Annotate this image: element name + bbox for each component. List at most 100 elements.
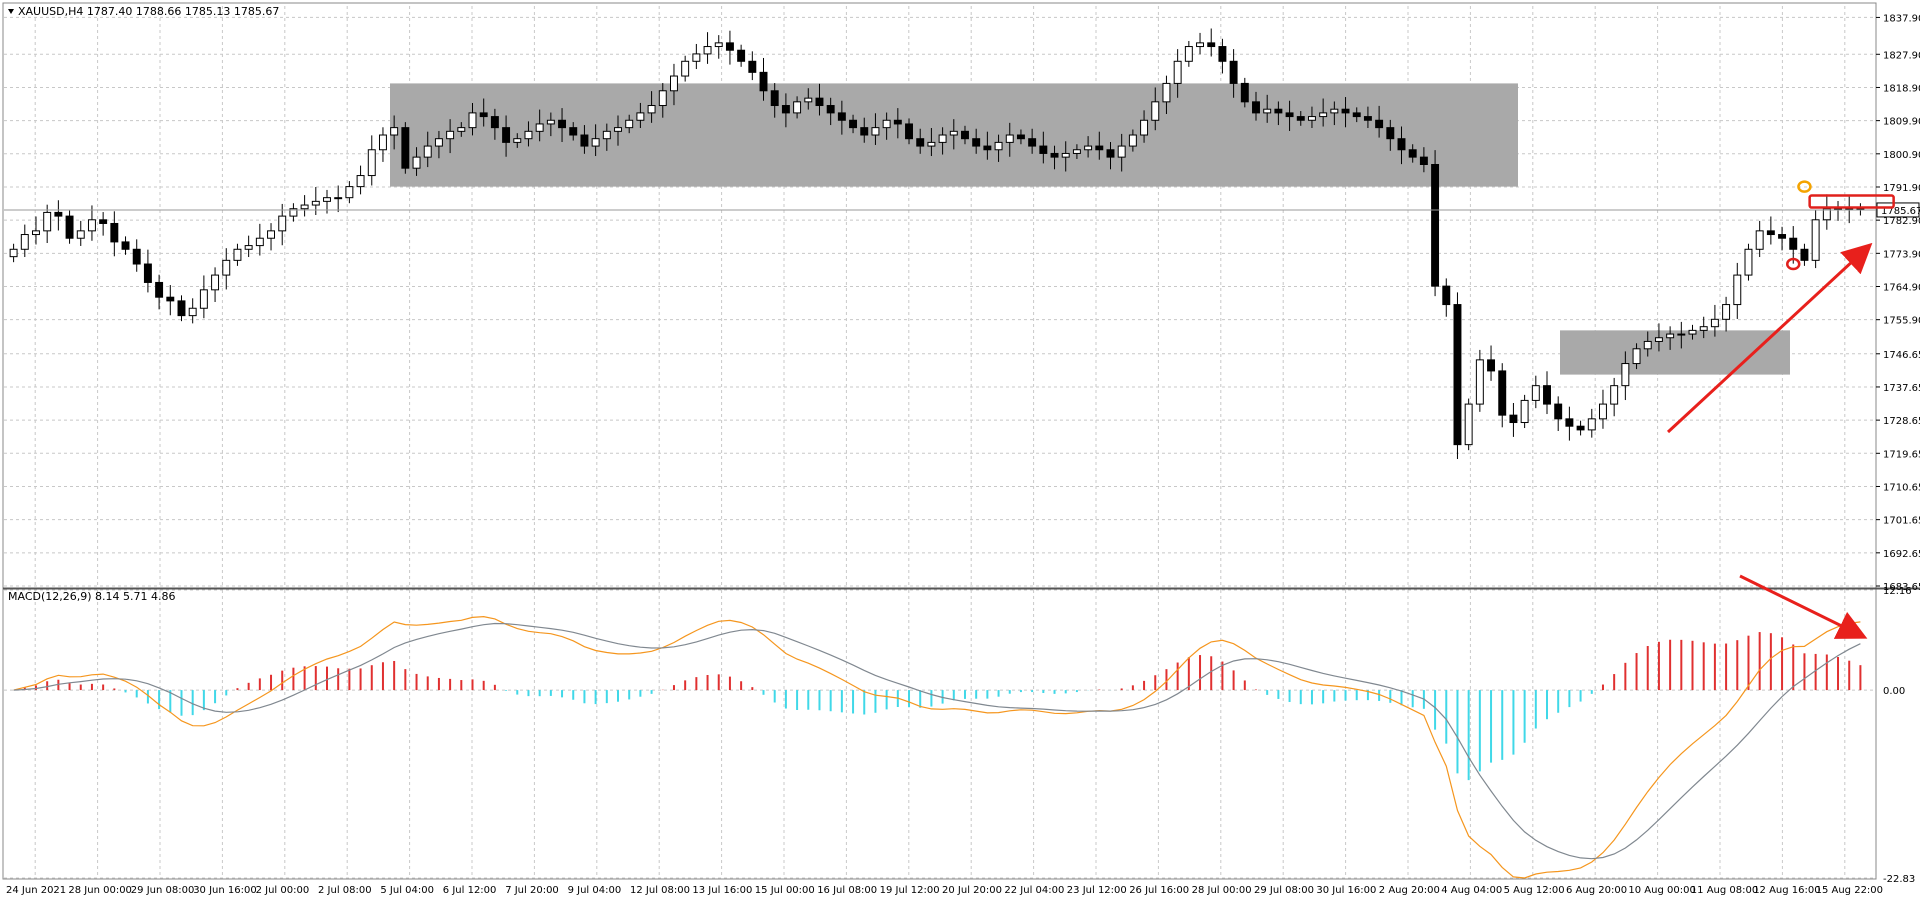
bull-candle-body <box>882 119 891 129</box>
candle <box>155 274 164 310</box>
candle <box>625 114 634 134</box>
candle <box>1162 75 1171 115</box>
time-tick-label: 2 Jul 00:00 <box>256 885 310 896</box>
bull-candle-body <box>938 134 947 143</box>
candle <box>121 236 130 255</box>
bear-candle-body <box>860 127 869 136</box>
candle <box>1778 226 1787 251</box>
bull-candle-body <box>1319 112 1328 118</box>
bull-candle-body <box>927 141 936 147</box>
candle <box>20 224 29 258</box>
candle <box>826 97 835 126</box>
bear-candle-body <box>401 127 410 169</box>
bull-candle-body <box>692 53 701 62</box>
time-tick-label: 15 Jul 00:00 <box>755 885 815 896</box>
candle <box>804 88 813 110</box>
candle <box>300 195 309 217</box>
bear-candle-body <box>143 263 152 283</box>
bull-candle-body <box>1117 145 1126 158</box>
price-tick-label: 1746.65 <box>1883 350 1920 361</box>
bull-candle-body <box>1531 385 1540 401</box>
candle <box>401 122 410 174</box>
candle <box>1688 324 1697 340</box>
candle <box>1643 331 1652 357</box>
bull-candle-body <box>32 230 40 236</box>
candle <box>546 112 555 137</box>
candle <box>1509 402 1518 437</box>
bear-candle-body <box>826 105 835 114</box>
candle <box>1789 226 1798 264</box>
bull-candle-body <box>412 156 421 169</box>
candle <box>1296 111 1305 126</box>
bear-candle-body <box>1050 152 1059 158</box>
price-tick-label: 1755.90 <box>1883 316 1920 327</box>
candle <box>1453 292 1462 460</box>
candle <box>1363 106 1372 129</box>
macd-divergence-arrow-line <box>1739 574 1868 639</box>
bear-candle-body <box>1543 385 1551 405</box>
candle <box>177 295 186 322</box>
bear-candle-body <box>1800 248 1809 261</box>
bull-candle-body <box>513 138 522 143</box>
candle <box>255 223 264 256</box>
macd-tick-label: 0.00 <box>1883 686 1905 697</box>
bull-candle-body <box>76 230 85 239</box>
demand-zone <box>1560 330 1790 375</box>
candle <box>1565 406 1574 441</box>
candle <box>1207 28 1216 57</box>
candle <box>793 96 802 119</box>
bear-candle-body <box>490 116 499 129</box>
bear-candle-body <box>1240 82 1249 103</box>
candle <box>1016 129 1025 145</box>
bull-candle-body <box>311 200 320 206</box>
candle <box>1005 122 1014 157</box>
bull-candle-body <box>1755 230 1764 250</box>
price-tick-label: 1737.65 <box>1883 383 1920 394</box>
candle <box>1352 107 1361 123</box>
bull-candle-body <box>1475 359 1484 405</box>
bear-candle-body <box>155 281 164 298</box>
price-tick-label: 1791.90 <box>1883 183 1920 194</box>
bear-candle-body <box>166 296 175 302</box>
candle <box>188 298 197 324</box>
candle <box>692 43 701 70</box>
time-tick-label: 9 Jul 04:00 <box>568 885 622 896</box>
candle <box>1397 126 1406 165</box>
bull-candle-body <box>244 245 253 250</box>
bull-candle-body <box>323 197 331 202</box>
candle <box>278 203 287 246</box>
bull-candle-body <box>658 90 667 107</box>
macd-tick-label: -22.83 <box>1883 874 1915 885</box>
bull-candle-body <box>625 119 634 129</box>
bull-candle-body <box>378 134 387 151</box>
candle <box>994 134 1003 162</box>
bear-candle-body <box>1565 418 1574 427</box>
bear-candle-body <box>815 97 824 107</box>
candle <box>502 115 511 157</box>
macd-line <box>13 615 1861 879</box>
price-tick-label: 1683.65 <box>1883 582 1920 593</box>
candle <box>468 102 477 136</box>
macd-info-text: MACD(12,26,9) 8.14 5.71 4.86 <box>8 590 176 603</box>
candle <box>1307 106 1316 129</box>
bull-candle-body <box>535 123 544 132</box>
candle <box>535 109 544 142</box>
bear-candle-body <box>121 241 130 250</box>
bear-candle-body <box>479 112 488 118</box>
candle <box>983 131 992 160</box>
candle <box>1442 278 1451 317</box>
candle <box>110 211 119 257</box>
bear-candle-body <box>781 105 790 114</box>
candle <box>1419 147 1428 173</box>
bull-candle-body <box>871 127 880 136</box>
bear-candle-body <box>1408 149 1417 158</box>
candle <box>1084 136 1093 158</box>
bull-candle-body <box>1710 318 1719 328</box>
bull-candle-body <box>468 112 477 129</box>
marker-circle-top <box>1797 180 1812 193</box>
bear-candle-body <box>1341 108 1350 114</box>
time-tick-label: 7 Jul 20:00 <box>505 885 559 896</box>
bull-candle-body <box>1643 340 1652 350</box>
